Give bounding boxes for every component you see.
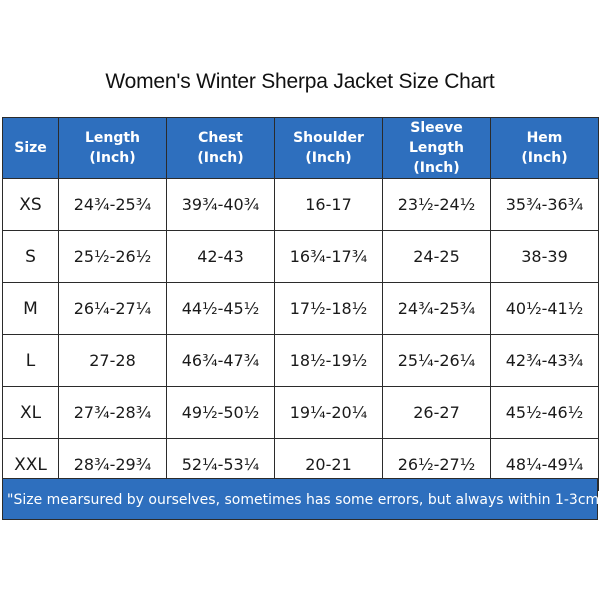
table-header-row: Size Length (Inch) Chest (Inch) Shoulder…	[2, 117, 599, 179]
table-row: L 27-28 46¾-47¾ 18½-19½ 25¼-26¼ 42¾-43¾	[2, 334, 599, 387]
header-label: Length	[84, 130, 141, 146]
column-header-chest: Chest (Inch)	[166, 117, 275, 179]
length-cell: 26¼-27¼	[58, 282, 167, 335]
length-cell: 27¾-28¾	[58, 386, 167, 439]
header-unit: (Inch)	[305, 150, 352, 166]
chest-cell: 42-43	[166, 230, 275, 283]
length-cell: 27-28	[58, 334, 167, 387]
shoulder-cell: 19¼-20¼	[274, 386, 383, 439]
chest-cell: 39¾-40¾	[166, 178, 275, 231]
size-chart-table: Size Length (Inch) Chest (Inch) Shoulder…	[2, 117, 599, 491]
chest-cell: 46¾-47¾	[166, 334, 275, 387]
header-unit: (Inch)	[89, 150, 136, 166]
sleeve-length-cell: 25¼-26¼	[382, 334, 491, 387]
shoulder-cell: 18½-19½	[274, 334, 383, 387]
hem-cell: 35¾-36¾	[490, 178, 599, 231]
shoulder-cell: 17½-18½	[274, 282, 383, 335]
header-label: Size	[14, 140, 47, 156]
shoulder-cell: 16¾-17¾	[274, 230, 383, 283]
table-row: XL 27¾-28¾ 49½-50½ 19¼-20¼ 26-27 45½-46½	[2, 386, 599, 439]
chest-cell: 49½-50½	[166, 386, 275, 439]
table-row: S 25½-26½ 42-43 16¾-17¾ 24-25 38-39	[2, 230, 599, 283]
size-cell: XS	[2, 178, 59, 231]
sleeve-length-cell: 26-27	[382, 386, 491, 439]
size-cell: XL	[2, 386, 59, 439]
hem-cell: 42¾-43¾	[490, 334, 599, 387]
column-header-length: Length (Inch)	[58, 117, 167, 179]
hem-cell: 40½-41½	[490, 282, 599, 335]
hem-cell: 38-39	[490, 230, 599, 283]
header-label: Hem	[526, 130, 563, 146]
sleeve-length-cell: 24-25	[382, 230, 491, 283]
header-label: Sleeve Length	[408, 120, 465, 156]
size-cell: S	[2, 230, 59, 283]
size-cell: L	[2, 334, 59, 387]
column-header-hem: Hem (Inch)	[490, 117, 599, 179]
chest-cell: 44½-45½	[166, 282, 275, 335]
column-header-shoulder: Shoulder (Inch)	[274, 117, 383, 179]
table-row: M 26¼-27¼ 44½-45½ 17½-18½ 24¾-25¾ 40½-41…	[2, 282, 599, 335]
header-label: Shoulder	[293, 130, 364, 146]
column-header-size: Size	[2, 117, 59, 179]
sleeve-length-cell: 23½-24½	[382, 178, 491, 231]
header-unit: (Inch)	[197, 150, 244, 166]
length-cell: 24¾-25¾	[58, 178, 167, 231]
table-row: XS 24¾-25¾ 39¾-40¾ 16-17 23½-24½ 35¾-36¾	[2, 178, 599, 231]
size-cell: M	[2, 282, 59, 335]
header-unit: (Inch)	[521, 150, 568, 166]
header-unit: (Inch)	[413, 160, 460, 176]
sleeve-length-cell: 24¾-25¾	[382, 282, 491, 335]
header-label: Chest	[198, 130, 243, 146]
shoulder-cell: 16-17	[274, 178, 383, 231]
length-cell: 25½-26½	[58, 230, 167, 283]
page-title: Women's Winter Sherpa Jacket Size Chart	[105, 70, 495, 93]
measurement-note: "Size mearsured by ourselves, sometimes …	[2, 478, 600, 520]
column-header-sleeve-length: Sleeve Length (Inch)	[382, 117, 491, 179]
hem-cell: 45½-46½	[490, 386, 599, 439]
